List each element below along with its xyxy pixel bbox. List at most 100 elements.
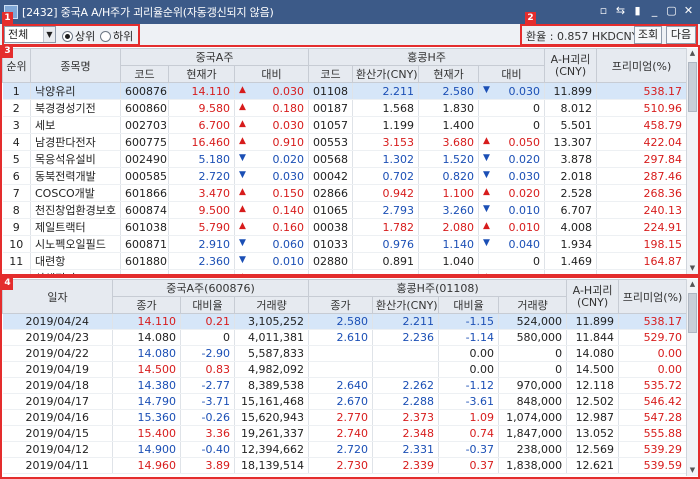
- table-row[interactable]: 2 북경경성기전 600860 9.580 ▲ 0.180 00187 1.568 1.830 0…: [2, 99, 686, 117]
- cell-gap-value: 6.707: [560, 203, 593, 217]
- header-ah-gap[interactable]: A-H괴리 (CNY): [544, 48, 598, 83]
- table-row[interactable]: 5 목응석유설비 002490 5.180 ▼ 0.020 00568 1.302 1.520 ▼…: [2, 150, 686, 168]
- cell-rank: 2: [2, 99, 31, 117]
- header-bottom-premium[interactable]: 프리미엄(%): [618, 279, 686, 314]
- header-premium[interactable]: 프리미엄(%): [596, 48, 686, 83]
- ranking-scrollbar[interactable]: ▲ ▼: [686, 48, 698, 274]
- chevron-down-icon[interactable]: ▼: [43, 27, 55, 42]
- table-row[interactable]: 2019/04/15 15.400 3.36 19,261,337 2.740 2.348…: [2, 425, 686, 442]
- cell-a-volume: 3,105,252: [234, 313, 310, 330]
- header-h-price[interactable]: 현재가: [418, 65, 480, 83]
- table-row[interactable]: 12 상해전기 601727 6.640 ▲ 0.230 02727 2.665 3.110 ▲ 0…: [2, 269, 686, 275]
- close-button[interactable]: ✕: [683, 4, 694, 17]
- scroll-up-arrow-icon[interactable]: ▲: [689, 49, 696, 57]
- scroll-thumb[interactable]: [688, 293, 697, 333]
- cell-a-price: 6.640: [168, 269, 235, 274]
- query-button[interactable]: 조회: [634, 26, 662, 44]
- cell-h-code-value: 01065: [313, 203, 349, 217]
- cell-gap-value: 12.987: [575, 411, 615, 424]
- header-a-change-rate[interactable]: 대비율: [180, 296, 235, 314]
- history-scrollbar[interactable]: ▲ ▼: [686, 279, 698, 476]
- cell-a-price: 14.110: [168, 82, 235, 100]
- scroll-down-arrow-icon[interactable]: ▼: [689, 264, 696, 272]
- maximize-button[interactable]: ▢: [666, 4, 677, 17]
- header-h-close[interactable]: 종가: [308, 296, 374, 314]
- header-a-price[interactable]: 현재가: [168, 65, 235, 83]
- header-h-fx-price[interactable]: 환산가(CNY): [352, 65, 420, 83]
- table-row[interactable]: 4 남경판다전자 600775 16.460 ▲ 0.910 00553 3.153 3.680…: [2, 133, 686, 151]
- triangle-down-icon: ▼: [483, 237, 490, 248]
- table-row[interactable]: 2019/04/23 14.080 0 4,011,381 2.610 2.236 -1.1…: [2, 329, 686, 346]
- cell-a-close: 14.380: [112, 377, 181, 394]
- cell-rank-value: 12: [9, 272, 23, 275]
- cell-a-code: 002490: [120, 150, 169, 168]
- header-h-code[interactable]: 코드: [308, 65, 354, 83]
- cell-a-change: -0.26: [180, 409, 235, 426]
- market-select[interactable]: 전체 ▼: [4, 26, 56, 43]
- cell-h-change-value: 0.020: [508, 186, 541, 200]
- cell-h-volume-value: 1,847,000: [506, 427, 563, 440]
- scroll-down-arrow-icon[interactable]: ▼: [689, 466, 696, 474]
- scroll-thumb[interactable]: [688, 62, 697, 112]
- table-row[interactable]: 2019/04/22 14.080 -2.90 5,587,833 0.00 0 14.08…: [2, 345, 686, 362]
- cell-premium-value: 535.72: [643, 379, 683, 392]
- header-a-change[interactable]: 대비: [233, 65, 310, 83]
- header-bottom-ah-gap[interactable]: A-H괴리 (CNY): [566, 279, 620, 314]
- cell-h-change: -3.61: [438, 393, 500, 410]
- table-row[interactable]: 2019/04/18 14.380 -2.77 8,389,538 2.640 2.262…: [2, 377, 686, 394]
- cell-name: 목응석유설비: [30, 150, 121, 168]
- table-row[interactable]: 9 제일트랙터 601038 5.790 ▲ 0.160 00038 1.782 2.080 ▲ 0…: [2, 218, 686, 236]
- header-date[interactable]: 일자: [2, 279, 113, 314]
- table-row[interactable]: 2019/04/24 14.110 0.21 3,105,252 2.580 2.211 -…: [2, 313, 686, 330]
- cell-h-price-value: 2.080: [442, 220, 475, 234]
- header-a-code[interactable]: 코드: [120, 65, 169, 83]
- table-row[interactable]: 3 세보 002703 6.700 ▲ 0.030 01057 1.199 1.400 0 5.50…: [2, 116, 686, 134]
- cell-h-fx-value: 2.793: [382, 203, 415, 217]
- cell-a-volume: 12,394,662: [234, 441, 310, 458]
- cell-h-price: 1.400: [418, 116, 480, 134]
- cell-h-price: 2.080: [418, 218, 480, 236]
- cell-rank-value: 6: [12, 169, 20, 183]
- next-button[interactable]: 다음: [666, 26, 696, 44]
- cell-premium-value: 149.15: [644, 272, 683, 275]
- minimize-button[interactable]: _: [651, 4, 658, 17]
- radio-top[interactable]: 상위: [62, 28, 95, 44]
- cell-a-change: 0.83: [180, 361, 235, 378]
- table-row[interactable]: 6 동북전력개발 000585 2.720 ▼ 0.030 00042 0.702 0.820 ▼…: [2, 167, 686, 185]
- header-h-change-rate[interactable]: 대비율: [438, 296, 500, 314]
- header-h-fx[interactable]: 환산가(CNY): [372, 296, 440, 314]
- table-row[interactable]: 8 천진창업환경보호 600874 9.500 ▲ 0.140 01065 2.793 3.26…: [2, 201, 686, 219]
- header-h-change[interactable]: 대비: [478, 65, 546, 83]
- cell-rank-value: 1: [12, 84, 20, 98]
- cell-h-price-value: 0.820: [442, 169, 475, 183]
- cell-a-close-value: 14.790: [137, 395, 177, 408]
- cell-a-code-value: 600860: [125, 101, 167, 115]
- cell-name-value: 목응석유설비: [35, 153, 96, 166]
- header-h-volume[interactable]: 거래량: [498, 296, 568, 314]
- table-row[interactable]: 7 COSCO개발 601866 3.470 ▲ 0.150 02866 0.942 1.100…: [2, 184, 686, 202]
- cell-a-volume-value: 3,105,252: [248, 315, 305, 328]
- triangle-down-icon: ▼: [483, 84, 490, 95]
- table-row[interactable]: 1 낙양유리 600876 14.110 ▲ 0.030 01108 2.211 2.580 ▼ 0…: [2, 82, 686, 100]
- header-name[interactable]: 종목명: [30, 48, 121, 83]
- header-a-volume[interactable]: 거래량: [233, 296, 310, 314]
- header-a-close[interactable]: 종가: [112, 296, 181, 314]
- table-row[interactable]: 2019/04/17 14.790 -3.71 15,161,468 2.670 2.28…: [2, 393, 686, 410]
- table-row[interactable]: 11 대련항 601880 2.360 ▼ 0.010 02880 0.891 1.040 0 1.…: [2, 252, 686, 270]
- table-row[interactable]: 2019/04/16 15.360 -0.26 15,620,943 2.770 2.37…: [2, 409, 686, 426]
- radio-dot-icon[interactable]: [100, 30, 111, 42]
- triangle-up-icon: ▲: [239, 84, 246, 95]
- table-row[interactable]: 2019/04/12 14.900 -0.40 12,394,662 2.720 2.33…: [2, 441, 686, 458]
- cell-a-code: 002703: [120, 116, 169, 134]
- radio-bottom[interactable]: 하위: [100, 28, 133, 44]
- table-row[interactable]: 10 시노펙오일필드 600871 2.910 ▼ 0.060 01033 0.976 1.14…: [2, 235, 686, 253]
- pin-icon[interactable]: ▮: [634, 4, 641, 17]
- link-screen-icon[interactable]: ▫: [599, 4, 608, 17]
- scroll-up-arrow-icon[interactable]: ▲: [689, 280, 696, 288]
- cell-a-change: 0: [180, 329, 235, 346]
- table-row[interactable]: 2019/04/19 14.500 0.83 4,982,092 0.00 0 14.500…: [2, 361, 686, 378]
- radio-dot-checked-icon[interactable]: [62, 30, 73, 42]
- triangle-down-icon: ▼: [239, 169, 246, 180]
- swap-icon[interactable]: ⇆: [615, 4, 626, 17]
- table-row[interactable]: 2019/04/11 14.960 3.89 18,139,514 2.730 2.339…: [2, 457, 686, 474]
